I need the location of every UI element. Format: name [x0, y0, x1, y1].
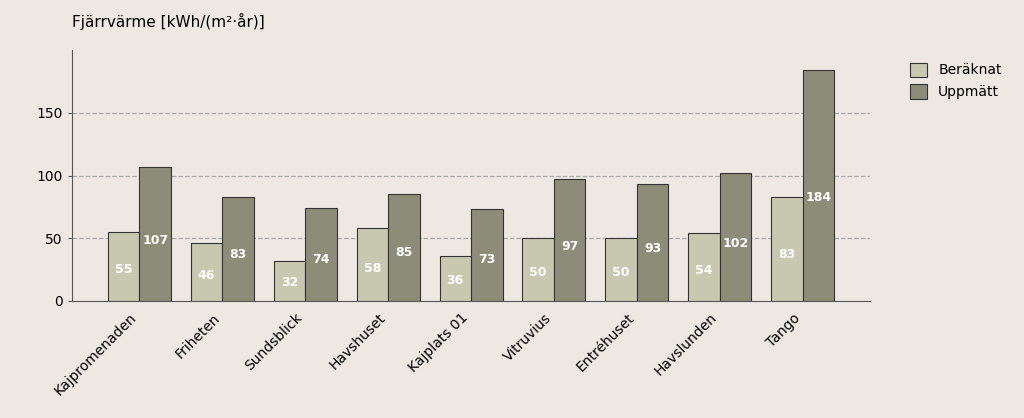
- Text: 102: 102: [722, 237, 749, 250]
- Text: 50: 50: [612, 266, 630, 279]
- Bar: [273, 261, 305, 301]
- Bar: [139, 167, 171, 301]
- Text: 83: 83: [778, 247, 796, 261]
- Text: 46: 46: [198, 268, 215, 281]
- Text: 36: 36: [446, 274, 464, 287]
- Bar: [803, 70, 835, 301]
- Text: 93: 93: [644, 242, 662, 255]
- Bar: [222, 197, 254, 301]
- Bar: [439, 256, 471, 301]
- Bar: [688, 233, 720, 301]
- Text: Fjärrvärme [kWh/(m²·år)]: Fjärrvärme [kWh/(m²·år)]: [72, 13, 264, 30]
- Text: 85: 85: [395, 247, 413, 260]
- Bar: [720, 173, 752, 301]
- Bar: [190, 243, 222, 301]
- Bar: [554, 179, 586, 301]
- Text: 184: 184: [805, 191, 831, 204]
- Text: 50: 50: [529, 266, 547, 279]
- Bar: [305, 208, 337, 301]
- Bar: [637, 184, 669, 301]
- Bar: [605, 238, 637, 301]
- Bar: [522, 238, 554, 301]
- Text: 83: 83: [229, 247, 247, 261]
- Text: 32: 32: [281, 276, 298, 289]
- Bar: [388, 194, 420, 301]
- Bar: [471, 209, 503, 301]
- Text: 58: 58: [364, 262, 381, 275]
- Text: 54: 54: [695, 264, 713, 277]
- Text: 74: 74: [312, 253, 330, 266]
- Legend: Beräknat, Uppmätt: Beräknat, Uppmätt: [905, 57, 1008, 105]
- Bar: [771, 197, 803, 301]
- Text: 107: 107: [142, 234, 168, 247]
- Bar: [356, 228, 388, 301]
- Text: 73: 73: [478, 253, 496, 266]
- Text: 97: 97: [561, 240, 579, 253]
- Text: 55: 55: [115, 263, 132, 276]
- Bar: [108, 232, 139, 301]
